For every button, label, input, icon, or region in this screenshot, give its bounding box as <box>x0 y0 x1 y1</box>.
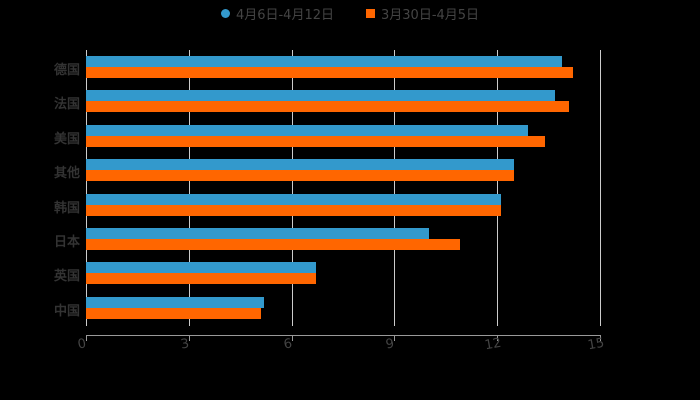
bar-0[interactable] <box>86 296 265 308</box>
bar-1[interactable] <box>86 170 515 182</box>
gridline <box>497 50 499 326</box>
y-category-label: 日本 <box>53 235 80 250</box>
legend-label: 3月30日-4月5日 <box>381 7 480 23</box>
bar-0[interactable] <box>86 124 529 136</box>
y-category-label: 韩国 <box>53 200 80 216</box>
y-category-label: 德国 <box>53 63 80 78</box>
bar-0[interactable] <box>86 90 556 102</box>
plot-area <box>86 50 601 326</box>
legend-item-series-1[interactable]: 3月30日-4月5日 <box>366 3 479 23</box>
x-tick <box>394 335 396 341</box>
x-tick <box>497 335 499 341</box>
bar-0[interactable] <box>86 262 316 274</box>
x-tick <box>600 335 601 341</box>
bar-1[interactable] <box>86 307 261 319</box>
x-axis-line <box>86 335 601 336</box>
bar-0[interactable] <box>86 159 515 171</box>
circle-marker-icon <box>220 8 230 18</box>
bar-1[interactable] <box>86 67 573 78</box>
bar-0[interactable] <box>86 228 429 239</box>
bar-1[interactable] <box>86 239 460 250</box>
x-tick-label: 15 <box>586 335 606 354</box>
square-marker-icon <box>366 8 375 18</box>
y-category-label: 其他 <box>53 166 80 182</box>
x-tick <box>86 335 87 341</box>
bar-0[interactable] <box>86 193 501 205</box>
bar-1[interactable] <box>86 204 501 216</box>
x-tick-label: 6 <box>282 336 293 353</box>
legend-label: 4月6日-4月12日 <box>235 7 334 23</box>
y-category-label: 中国 <box>53 303 80 319</box>
legend-item-series-0[interactable]: 4月6日-4月12日 <box>220 3 334 23</box>
gridline <box>600 50 601 326</box>
gridline <box>188 50 190 326</box>
gridline <box>291 50 293 326</box>
y-category-label: 美国 <box>53 131 80 147</box>
gridline <box>86 50 87 326</box>
bar-0[interactable] <box>86 56 563 67</box>
gridline <box>394 50 396 326</box>
bar-1[interactable] <box>86 273 316 285</box>
x-tick <box>291 335 293 341</box>
x-tick-label: 12 <box>483 335 503 354</box>
bar-1[interactable] <box>86 135 546 147</box>
x-tick <box>188 335 190 341</box>
y-category-label: 法国 <box>53 97 80 113</box>
legend: 4月6日-4月12日 3月30日-4月5日 <box>0 3 700 23</box>
y-category-label: 英国 <box>53 269 80 285</box>
bar-1[interactable] <box>86 101 570 113</box>
